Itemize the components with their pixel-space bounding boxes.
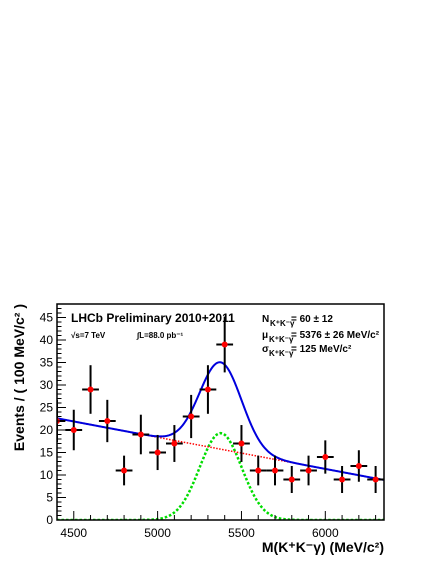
data-marker [121, 467, 128, 474]
data-marker [154, 449, 161, 456]
data-marker [322, 454, 329, 460]
x-axis-title: M(K⁺K⁻γ) (MeV/c²) [262, 539, 384, 555]
data-marker [305, 467, 312, 474]
data-point [283, 466, 301, 493]
sigma-symbol: σ [262, 344, 269, 355]
n-value: = 60 ± 12 [291, 314, 333, 325]
y-tick-label: 25 [40, 401, 54, 415]
plot-area [57, 316, 384, 520]
data-point [367, 466, 384, 493]
data-marker [87, 386, 94, 393]
mu-value: = 5376 ± 26 MeV/c² [291, 330, 380, 341]
data-point [166, 425, 183, 462]
data-marker [188, 413, 195, 420]
data-marker [339, 476, 346, 483]
data-point [300, 455, 317, 486]
y-tick-label: 45 [40, 311, 54, 325]
y-tick-label: 20 [40, 423, 54, 437]
total-fit-curve [57, 361, 384, 481]
x-tick-label: 5500 [228, 526, 255, 540]
data-point [182, 394, 200, 439]
data-point [82, 365, 99, 414]
data-point [216, 316, 234, 373]
y-tick-label: 0 [46, 513, 53, 527]
sigma-subscript: K⁺K⁻γ [269, 349, 294, 358]
data-point [333, 466, 351, 493]
x-tick-label: 5000 [144, 526, 171, 540]
data-marker [104, 418, 111, 424]
data-point [115, 455, 133, 486]
data-point [266, 455, 284, 486]
y-axis-title: Events / ( 100 MeV/c² ) [11, 304, 27, 451]
luminosity-label: ∫L=88.0 pb⁻¹ [136, 331, 184, 340]
data-marker [355, 463, 362, 469]
data-point [350, 450, 368, 482]
energy-label: √s=7 TeV [71, 331, 106, 340]
data-marker [255, 467, 262, 474]
data-point [132, 414, 150, 455]
data-point [249, 455, 267, 486]
y-tick-label: 40 [40, 333, 54, 347]
sigma-value: = 125 MeV/c² [291, 344, 352, 355]
data-point [98, 399, 116, 443]
data-marker [238, 440, 245, 447]
mu-subscript: K⁺K⁻γ [269, 335, 294, 344]
data-marker [221, 341, 228, 348]
signal-curve [57, 431, 384, 520]
data-point [199, 365, 217, 414]
data-marker [171, 440, 178, 447]
data-marker [272, 467, 278, 474]
axis-ticks: 4500 5000 5500 6000 0 5 10 15 20 25 30 35 40 45 [40, 303, 377, 540]
n-subscript: K⁺K⁻γ [270, 319, 295, 328]
data-marker [288, 476, 295, 483]
data-marker [204, 386, 211, 393]
n-symbol: N [262, 314, 269, 325]
x-tick-label: 6000 [312, 526, 339, 540]
data-point [149, 434, 166, 471]
fit-results: N K⁺K⁻γ = 60 ± 12 μ K⁺K⁻γ = 5376 ± 26 Me… [262, 314, 380, 358]
data-point [233, 425, 250, 462]
experiment-label: LHCb Preliminary 2010+2011 [71, 311, 235, 325]
data-marker [372, 476, 379, 483]
mu-symbol: μ [262, 330, 268, 341]
y-tick-label: 15 [40, 446, 54, 460]
data-marker [137, 431, 144, 438]
y-tick-label: 35 [40, 356, 54, 370]
data-point [65, 409, 83, 451]
y-tick-label: 30 [40, 378, 54, 392]
data-marker [70, 427, 77, 433]
y-tick-label: 10 [40, 468, 54, 482]
y-tick-label: 5 [46, 491, 53, 505]
x-tick-label: 4500 [60, 526, 87, 540]
data-point [316, 440, 334, 474]
